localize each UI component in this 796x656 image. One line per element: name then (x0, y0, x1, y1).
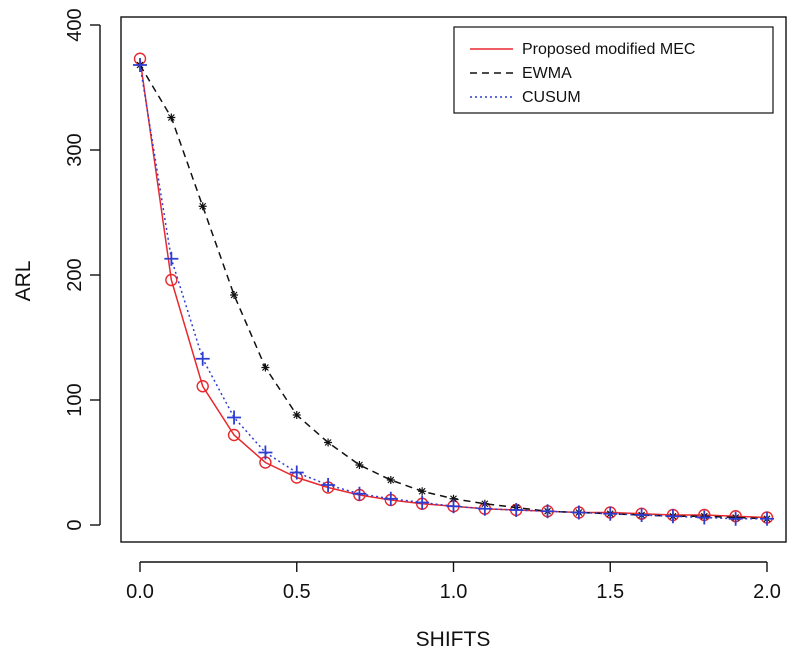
data-point (355, 461, 364, 469)
data-point (665, 509, 680, 524)
y-tick-label: 300 (64, 133, 86, 166)
legend-label: Proposed modified MEC (522, 41, 695, 58)
x-axis-title: SHIFTS (416, 628, 491, 651)
y-tick-label: 400 (64, 8, 86, 41)
data-point (230, 291, 239, 299)
data-point (289, 465, 304, 480)
x-tick-label: 2.0 (753, 581, 781, 603)
data-point (446, 499, 461, 514)
axes: 0.0 0.5 1.0 1.5 2.0 0 100 200 300 400 (64, 8, 781, 603)
data-point (383, 491, 398, 506)
series-cusum (133, 58, 774, 526)
x-tick-label: 0.5 (283, 581, 311, 603)
data-point (415, 495, 430, 510)
data-point (292, 411, 301, 419)
series-proposed-modified-mec (133, 52, 774, 524)
data-point (509, 503, 524, 517)
data-point (196, 380, 209, 393)
data-point (164, 251, 179, 266)
data-point (697, 510, 712, 525)
x-tick-label: 0.0 (126, 581, 154, 603)
data-point (133, 58, 147, 72)
y-tick-label: 100 (64, 383, 86, 416)
data-point (198, 202, 207, 211)
data-point (571, 505, 586, 520)
legend: Proposed modified MEC EWMA CUSUM (453, 26, 774, 114)
legend-label: CUSUM (522, 89, 581, 106)
data-point (603, 506, 618, 521)
data-point (634, 508, 649, 522)
data-point (418, 487, 427, 496)
legend-label: EWMA (522, 65, 572, 82)
data-point (760, 511, 774, 526)
data-point (167, 113, 176, 122)
plot-frame (120, 16, 787, 543)
data-point (449, 494, 458, 503)
data-point (195, 351, 210, 366)
legend-box (453, 26, 774, 114)
data-point (352, 486, 367, 501)
series-layer (133, 52, 774, 526)
data-point (540, 504, 555, 519)
data-point (477, 501, 492, 516)
data-point (165, 273, 178, 287)
data-point (227, 410, 242, 425)
data-point (386, 476, 395, 484)
series-line (139, 58, 768, 519)
data-point (728, 511, 743, 526)
x-tick-label: 1.0 (440, 581, 468, 603)
series-ewma (136, 61, 771, 523)
data-point (324, 438, 333, 447)
y-axis-title: ARL (12, 261, 35, 302)
x-tick-label: 1.5 (596, 581, 624, 603)
data-point (258, 445, 273, 460)
data-point (227, 428, 241, 442)
y-tick-label: 0 (64, 519, 86, 530)
data-point (321, 478, 336, 492)
y-tick-label: 200 (64, 258, 86, 291)
data-point (261, 363, 270, 372)
